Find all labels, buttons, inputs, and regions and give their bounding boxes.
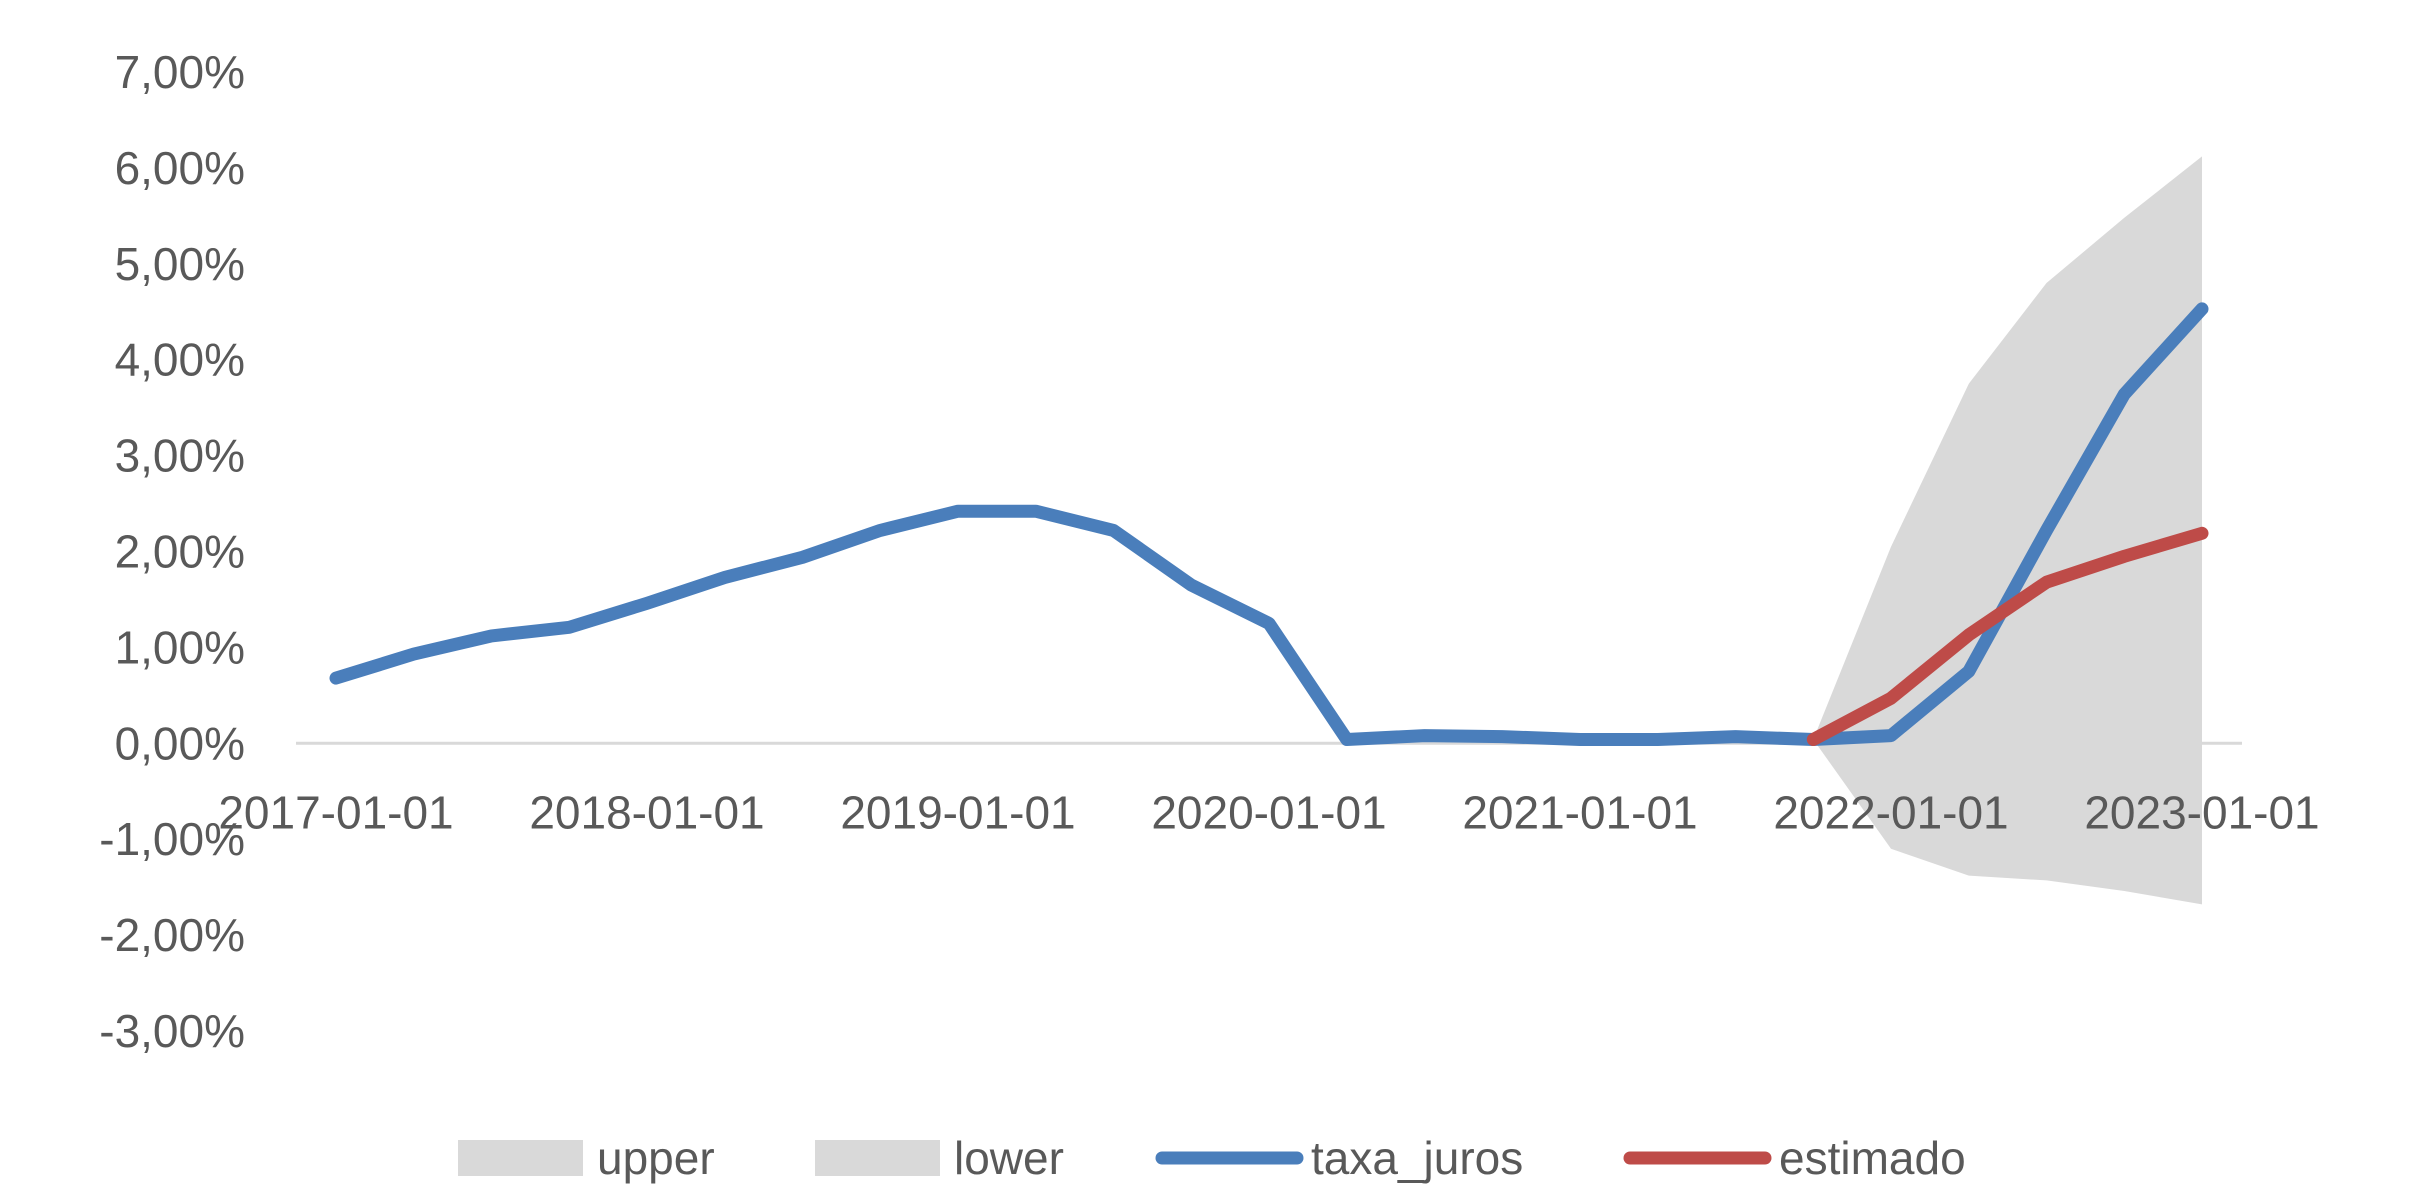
y-tick-label: 6,00%	[115, 142, 245, 194]
legend-label: estimado	[1779, 1132, 1966, 1184]
y-tick-label: 0,00%	[115, 717, 245, 769]
legend-label: taxa_juros	[1311, 1132, 1523, 1184]
legend-swatch	[458, 1140, 583, 1176]
series-line-estimado	[1806, 526, 2209, 746]
y-tick-label: 5,00%	[115, 238, 245, 290]
x-tick-label: 2022-01-01	[1773, 786, 2008, 838]
legend-item-upper: upper	[458, 1132, 715, 1184]
x-tick-label: 2020-01-01	[1151, 786, 1386, 838]
x-tick-label: 2018-01-01	[529, 786, 764, 838]
y-tick-label: -3,00%	[99, 1005, 245, 1057]
y-tick-label: 2,00%	[115, 526, 245, 578]
x-axis-ticks: 2017-01-01 2018-01-01 2019-01-01 2020-01-01…	[218, 786, 2319, 838]
legend-item-taxa_juros: taxa_juros	[1155, 1132, 1523, 1184]
y-tick-label: -2,00%	[99, 909, 245, 961]
y-tick-label: 3,00%	[115, 430, 245, 482]
legend-swatch	[815, 1140, 940, 1176]
y-axis-ticks: -3,00% -2,00% -1,00% 0,00% 1,00% 2,00% 3,00% 4,…	[99, 46, 245, 1057]
x-tick-label: 2019-01-01	[840, 786, 1075, 838]
legend-label: upper	[597, 1132, 715, 1184]
legend-item-estimado: estimado	[1623, 1132, 1966, 1184]
x-tick-label: 2017-01-01	[218, 786, 453, 838]
x-tick-label: 2021-01-01	[1462, 786, 1697, 838]
y-tick-label: 1,00%	[115, 621, 245, 673]
y-tick-label: 7,00%	[115, 46, 245, 98]
series-lines	[329, 302, 2209, 746]
legend-label: lower	[954, 1132, 1064, 1184]
legend: upper lower taxa_juros estimado	[458, 1132, 1966, 1184]
x-tick-label: 2023-01-01	[2084, 786, 2319, 838]
series-line-taxa_juros	[329, 302, 2209, 746]
y-tick-label: -1,00%	[99, 813, 245, 865]
legend-item-lower: lower	[815, 1132, 1064, 1184]
y-tick-label: 4,00%	[115, 334, 245, 386]
